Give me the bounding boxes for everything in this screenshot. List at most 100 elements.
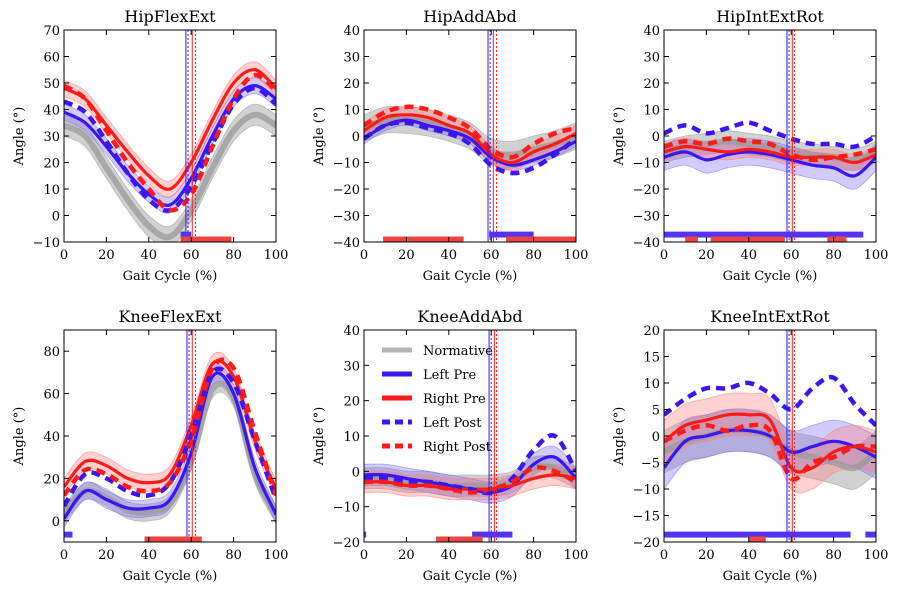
y-tick-label: 20 (343, 395, 360, 410)
y-tick-label: 60 (43, 51, 60, 66)
sig-bar-right-1 (144, 536, 202, 542)
y-tick-label: 30 (643, 51, 660, 66)
band-left-pre (64, 364, 276, 528)
y-tick-label: 10 (343, 430, 360, 445)
x-tick-label: 20 (398, 548, 415, 563)
y-tick-label: 40 (43, 104, 60, 119)
y-tick-label: 20 (43, 157, 60, 172)
series-right-pre (364, 113, 576, 165)
y-tick-label: 50 (43, 77, 60, 92)
sig-bar-right-2 (506, 236, 576, 242)
x-tick-label: 40 (741, 548, 758, 563)
series-right-pre (664, 412, 876, 474)
x-tick-label: 40 (141, 548, 158, 563)
x-tick-label: 40 (441, 248, 458, 263)
chart-title: HipFlexExt (124, 7, 216, 26)
y-tick-label: 20 (643, 77, 660, 92)
sig-bar-left-0 (489, 231, 534, 238)
y-tick-label: −30 (633, 210, 660, 225)
y-tick-label: 10 (643, 377, 660, 392)
y-tick-label: −30 (333, 210, 360, 225)
sig-bar-left-0 (364, 531, 367, 538)
y-tick-label: 40 (343, 24, 360, 39)
series-left-post (664, 120, 876, 150)
x-tick-label: 0 (60, 248, 68, 263)
series-right-pre (64, 359, 276, 490)
sig-bar-right-2 (748, 536, 766, 542)
y-tick-label: −10 (33, 236, 60, 251)
sig-bar-left-0 (664, 231, 864, 238)
x-tick-label: 40 (141, 248, 158, 263)
chart-panels: 0 20 40 60 80 100−10010203040506070HipFlexExt… (12, 7, 888, 584)
y-tick-label: 30 (43, 130, 60, 145)
legend-label-right-post: Right Post (423, 440, 492, 455)
chart-kneeintextrot: 0 20 40 60 80 100 −20 −15 −10 −5 0 5 10 15 20 KneeIntEx… (612, 307, 888, 584)
y-tick-label: 0 (52, 515, 60, 530)
x-tick-label: 40 (741, 248, 758, 263)
y-tick-label: 80 (43, 345, 60, 360)
x-tick-label: 100 (864, 248, 889, 263)
x-tick-label: 0 (60, 548, 68, 563)
x-tick-label: 80 (825, 548, 842, 563)
x-axis-label: Gait Cycle (%) (423, 269, 518, 284)
y-axis-label: Angle (°) (312, 107, 327, 167)
x-tick-label: 20 (98, 548, 115, 563)
y-tick-label: 20 (43, 472, 60, 487)
x-tick-label: 60 (783, 248, 800, 263)
y-tick-label: 0 (652, 430, 660, 445)
y-tick-label: 10 (43, 183, 60, 198)
sig-bar-left-0 (64, 531, 73, 538)
y-tick-label: 20 (643, 324, 660, 339)
x-tick-label: 0 (360, 548, 368, 563)
x-tick-label: 60 (483, 548, 500, 563)
sig-bar-right-2 (436, 536, 483, 542)
chart-title: KneeFlexExt (118, 307, 222, 326)
y-tick-label: 40 (343, 324, 360, 339)
x-tick-label: 20 (698, 548, 715, 563)
x-tick-label: 80 (525, 248, 542, 263)
x-tick-label: 80 (225, 548, 242, 563)
sig-bar-left-1 (865, 531, 876, 538)
series-right-post (664, 422, 876, 482)
chart-hipaddabd: 0 20 40 60 80 100 −40 −30 −20 −10 0 10 20 30 40 HipAddA… (312, 7, 588, 284)
x-tick-label: 20 (398, 248, 415, 263)
y-tick-label: −10 (633, 157, 660, 172)
series-normative (64, 111, 276, 241)
plot-area-hipflexext (64, 30, 276, 242)
x-tick-label: 60 (783, 548, 800, 563)
sig-bar-left-1 (472, 531, 513, 538)
y-axis-label: Angle (°) (612, 407, 627, 467)
y-tick-label: 40 (643, 24, 660, 39)
series-right-post (364, 465, 576, 495)
x-tick-label: 100 (564, 248, 589, 263)
series-left-pre (664, 150, 876, 178)
x-tick-label: 60 (183, 548, 200, 563)
series-right-post (64, 72, 276, 213)
x-axis-label: Gait Cycle (%) (723, 569, 818, 584)
x-tick-label: 0 (660, 248, 668, 263)
band-left-pre (364, 445, 576, 504)
y-tick-label: −10 (333, 157, 360, 172)
legend-label-left-pre: Left Pre (423, 368, 476, 383)
y-tick-label: −5 (641, 457, 660, 472)
sig-bar-right-3 (827, 236, 847, 242)
chart-hipintextrot: 0 20 40 60 80 100 −40 −30 −20 −10 0 10 20 30 40 HipIntE… (612, 7, 888, 284)
legend-label-right-pre: Right Pre (423, 392, 486, 407)
x-axis-label: Gait Cycle (%) (423, 569, 518, 584)
band-left-pre (664, 408, 876, 490)
y-tick-label: 10 (643, 104, 660, 119)
band-left-pre (64, 77, 276, 214)
y-tick-label: −10 (633, 483, 660, 498)
x-tick-label: 100 (264, 548, 289, 563)
series-left-post (364, 120, 576, 176)
y-tick-label: 0 (352, 465, 360, 480)
x-axis-label: Gait Cycle (%) (123, 569, 218, 584)
sig-bar-right-1 (383, 236, 464, 242)
x-axis-label: Gait Cycle (%) (723, 269, 818, 284)
axes-frame-kneeaddabd (363, 329, 577, 543)
x-tick-label: 80 (225, 248, 242, 263)
y-axis-label: Angle (°) (312, 407, 327, 467)
y-axis-label: Angle (°) (12, 107, 27, 167)
x-tick-label: 60 (183, 248, 200, 263)
